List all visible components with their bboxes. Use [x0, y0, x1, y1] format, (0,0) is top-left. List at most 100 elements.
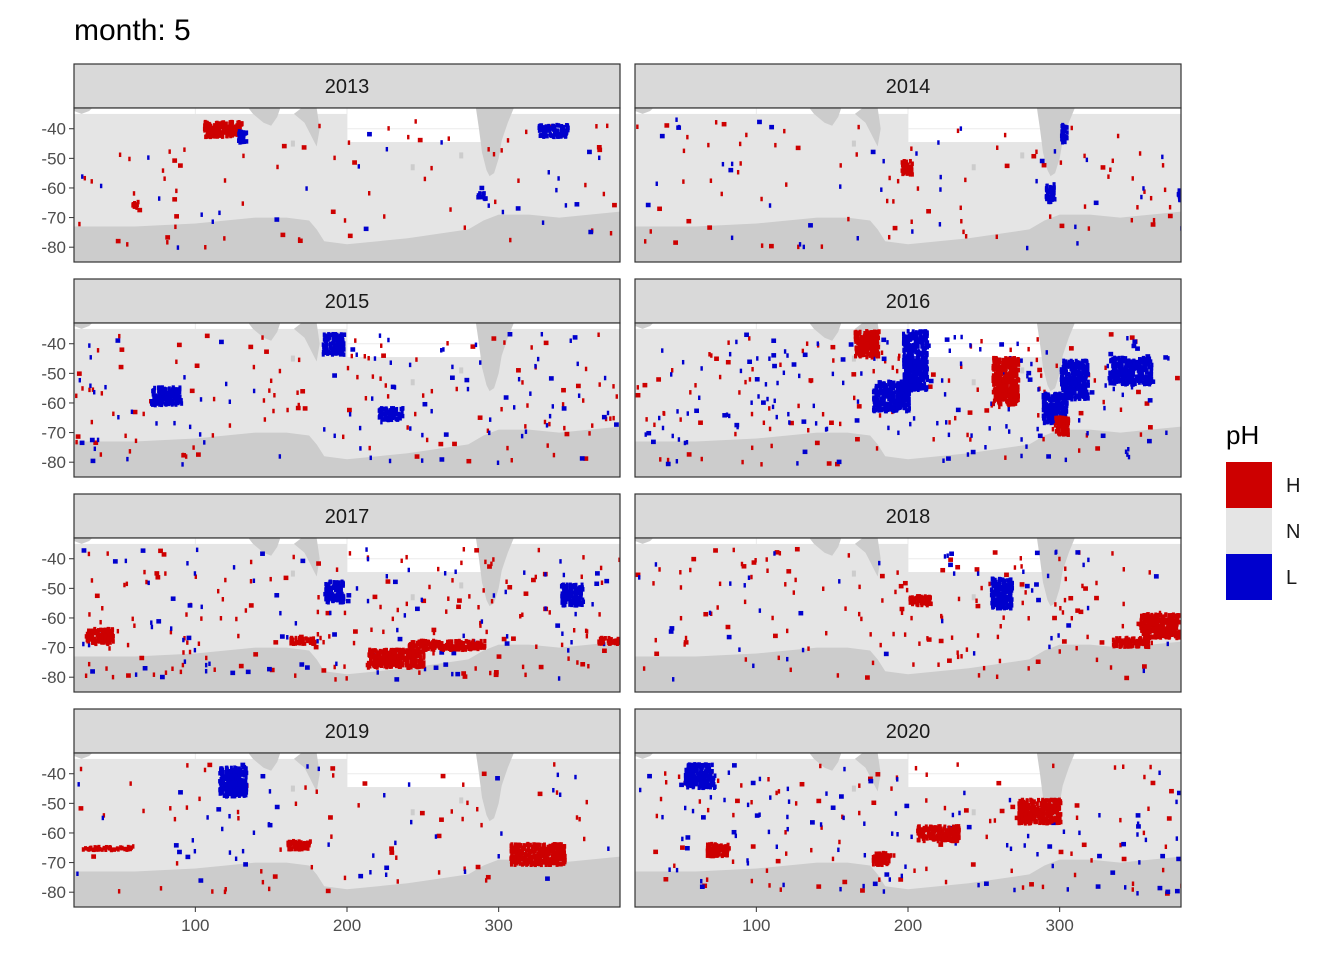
cell-L [726, 413, 728, 418]
cell-H [1012, 363, 1015, 368]
cell-H [500, 148, 502, 153]
cell-L [394, 677, 399, 682]
cell-H [166, 240, 168, 245]
cell-L [334, 434, 336, 439]
cell-L [94, 447, 96, 452]
cell-H [154, 571, 159, 576]
cell-L [1122, 375, 1125, 380]
cell-L [479, 186, 484, 191]
cell-L [920, 360, 923, 365]
cell-L [1146, 376, 1149, 381]
cell-L [1025, 444, 1027, 449]
cell-H [91, 420, 93, 425]
cell-L [212, 219, 214, 224]
cell-L [506, 634, 508, 639]
cell-H [474, 548, 479, 553]
cell-L [916, 343, 919, 348]
cell-H [1131, 218, 1133, 223]
cell-H [135, 439, 137, 444]
cell-L [1138, 379, 1141, 384]
cell-H [398, 648, 401, 653]
cell-L [1072, 369, 1075, 374]
cell-H [390, 648, 393, 653]
cell-L [341, 350, 344, 355]
cell-L [915, 151, 917, 156]
cell-H [272, 409, 274, 414]
cell-H [862, 345, 865, 350]
cell-L [455, 672, 460, 677]
cell-L [577, 362, 579, 367]
cell-H [926, 209, 931, 214]
cell-L [747, 359, 752, 364]
cell-H [1056, 364, 1058, 369]
cluster-H [203, 120, 244, 139]
cell-L [598, 156, 600, 161]
cell-L [408, 568, 410, 573]
cell-L [1150, 371, 1153, 376]
cell-L [305, 665, 310, 670]
cell-H [1037, 413, 1039, 418]
cell-L [367, 557, 369, 562]
cell-L [80, 441, 85, 446]
cell-L [678, 125, 680, 130]
cell-L [1008, 429, 1010, 434]
cell-H [904, 165, 907, 170]
cell-L [913, 364, 916, 369]
cell-L [390, 360, 392, 365]
cell-L [1050, 416, 1053, 421]
cell-L [614, 422, 619, 427]
cell-H [317, 632, 319, 637]
cell-L [587, 150, 592, 155]
cell-H [1005, 379, 1008, 384]
cell-L [367, 132, 372, 137]
cell-H [1084, 204, 1086, 209]
cell-L [549, 376, 554, 381]
cell-H [190, 389, 195, 394]
cell-L [93, 390, 95, 395]
cell-L [170, 400, 173, 405]
cell-H [603, 192, 605, 197]
cell-L [295, 621, 297, 626]
cell-H [721, 192, 723, 197]
cell-H [198, 641, 200, 646]
cell-H [81, 386, 83, 391]
cell-H [830, 345, 835, 350]
cell-H [447, 596, 449, 601]
cell-H [177, 343, 182, 348]
cell-L [233, 565, 235, 570]
cell-H [851, 372, 856, 377]
cell-H [866, 337, 869, 342]
cell-H [1054, 423, 1057, 428]
cell-H [465, 639, 468, 644]
cell-L [551, 126, 554, 131]
cell-H [1057, 427, 1060, 432]
cell-L [954, 335, 956, 340]
cell-H [300, 389, 305, 394]
cell-H [1164, 188, 1166, 193]
cell-H [180, 670, 182, 675]
cell-L [896, 381, 899, 386]
cell-L [389, 417, 392, 422]
cell-H [434, 640, 437, 645]
cell-L [1079, 364, 1082, 369]
cell-H [616, 394, 618, 399]
cell-H [871, 332, 874, 337]
cell-H [248, 345, 253, 350]
facet-strip-label: 2016 [886, 291, 931, 313]
cell-H [415, 357, 417, 362]
cell-L [729, 352, 731, 357]
cell-H [229, 423, 231, 428]
cell-H [373, 595, 378, 600]
land-island [459, 367, 463, 373]
cell-L [1063, 139, 1066, 144]
cell-H [997, 384, 1000, 389]
cell-H [588, 431, 590, 436]
cell-H [376, 661, 379, 666]
cell-L [803, 450, 808, 455]
cell-H [683, 149, 685, 154]
cell-L [880, 187, 882, 192]
cell-L [949, 348, 951, 353]
cell-H [204, 245, 206, 250]
cell-L [1103, 406, 1105, 411]
cell-H [129, 449, 131, 454]
